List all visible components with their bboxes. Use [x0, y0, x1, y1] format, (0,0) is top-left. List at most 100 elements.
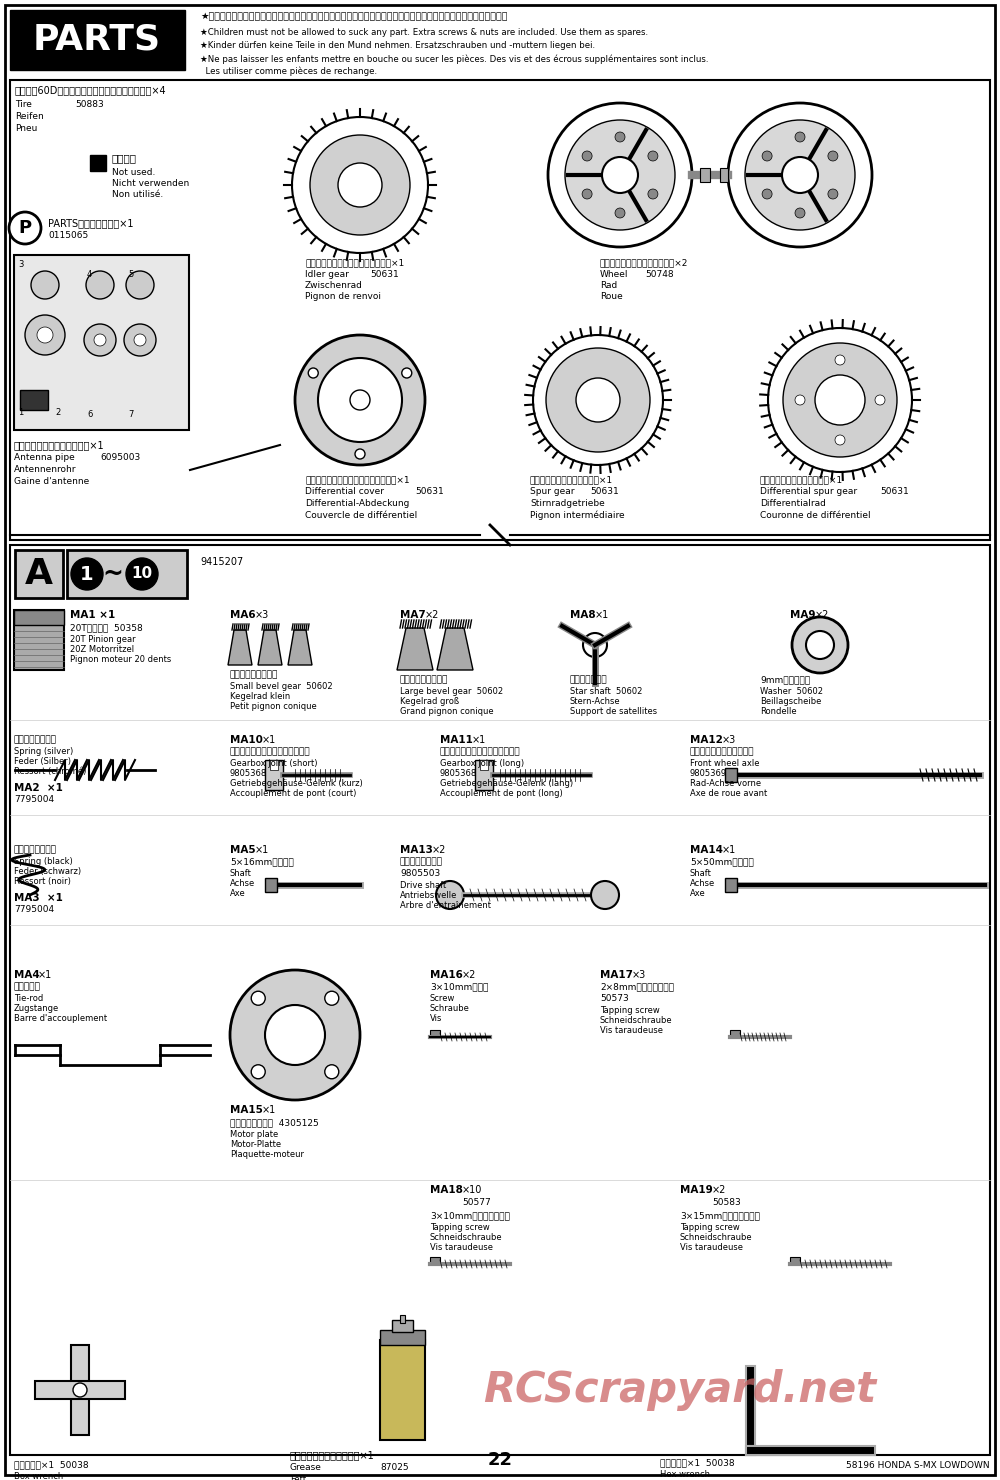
Text: 9805368: 9805368	[230, 770, 267, 778]
Text: Kegelrad klein: Kegelrad klein	[230, 693, 290, 702]
Text: Vis: Vis	[430, 1014, 442, 1023]
Bar	[14, 610, 64, 625]
Circle shape	[728, 104, 872, 247]
Text: Grease: Grease	[290, 1464, 322, 1473]
Circle shape	[325, 992, 339, 1005]
Polygon shape	[397, 628, 433, 670]
Text: グリス・・・・・・・・・×1: グリス・・・・・・・・・×1	[290, 1450, 375, 1459]
Bar	[10, 545, 990, 1455]
Text: Feder (Silber): Feder (Silber)	[14, 756, 71, 767]
Text: Idler gear: Idler gear	[305, 269, 349, 280]
Text: 3×15mmタッピングビス: 3×15mmタッピングビス	[680, 1211, 760, 1220]
Bar	[725, 878, 737, 892]
Text: Grand pignon conique: Grand pignon conique	[400, 707, 494, 716]
Text: 不要部品: 不要部品	[112, 152, 137, 163]
Text: デフキャリア・・・・・・・×1: デフキャリア・・・・・・・×1	[760, 475, 843, 484]
Bar	[430, 1257, 440, 1264]
Text: Ressort (noir): Ressort (noir)	[14, 878, 71, 887]
Text: Vis taraudeuse: Vis taraudeuse	[680, 1243, 743, 1252]
Text: Screw: Screw	[430, 995, 455, 1003]
Bar	[400, 1316, 405, 1323]
Circle shape	[126, 558, 158, 591]
Text: ×10: ×10	[462, 1185, 482, 1194]
Text: 7: 7	[128, 410, 133, 419]
Text: フロントホイールアクスル: フロントホイールアクスル	[690, 747, 755, 756]
Text: Nicht verwenden: Nicht verwenden	[112, 179, 189, 188]
Circle shape	[591, 881, 619, 909]
Text: 6: 6	[87, 410, 92, 419]
Circle shape	[548, 104, 692, 247]
Circle shape	[648, 151, 658, 161]
Text: Hex wrench: Hex wrench	[660, 1470, 710, 1479]
Text: P: P	[18, 219, 32, 237]
Text: ×2: ×2	[815, 610, 829, 620]
Text: 50883: 50883	[75, 101, 104, 110]
Text: Rad-Achse vorne: Rad-Achse vorne	[690, 778, 761, 787]
Text: Spur gear: Spur gear	[530, 487, 574, 496]
Text: 9mmワッシャー: 9mmワッシャー	[760, 675, 810, 684]
Circle shape	[350, 391, 370, 410]
Circle shape	[768, 329, 912, 472]
Circle shape	[792, 617, 848, 673]
Text: ★Children must not be allowed to suck any part. Extra screws & nuts are included: ★Children must not be allowed to suck an…	[200, 28, 648, 37]
Text: 5×16mmシャフト: 5×16mmシャフト	[230, 857, 294, 866]
Text: MA11: MA11	[440, 736, 473, 744]
Text: Kegelrad groß: Kegelrad groß	[400, 697, 459, 706]
Text: モータープレート  4305125: モータープレート 4305125	[230, 1117, 319, 1126]
Text: MA2  ×1: MA2 ×1	[14, 783, 63, 793]
Text: 50748: 50748	[645, 269, 674, 280]
Text: Accouplement de pont (court): Accouplement de pont (court)	[230, 789, 356, 798]
Text: スプリング（黒）: スプリング（黒）	[14, 845, 57, 854]
Text: MA18: MA18	[430, 1185, 463, 1194]
Text: MA13: MA13	[400, 845, 433, 855]
Text: ×3: ×3	[255, 610, 269, 620]
Text: ×1: ×1	[262, 1106, 276, 1114]
Circle shape	[25, 315, 65, 355]
Text: ×1: ×1	[595, 610, 609, 620]
Text: Les utiliser comme pièces de rechange.: Les utiliser comme pièces de rechange.	[200, 67, 377, 77]
Text: Vis taraudeuse: Vis taraudeuse	[600, 1026, 663, 1035]
Bar	[270, 761, 278, 770]
Bar	[725, 768, 737, 781]
Text: 7795004: 7795004	[14, 904, 54, 915]
Text: 58196 HONDA S-MX LOWDOWN: 58196 HONDA S-MX LOWDOWN	[846, 1461, 990, 1470]
Circle shape	[292, 117, 428, 253]
Circle shape	[436, 881, 464, 909]
Text: MA16: MA16	[430, 969, 463, 980]
Bar	[480, 761, 488, 770]
Text: MA3  ×1: MA3 ×1	[14, 892, 63, 903]
Text: Differential cover: Differential cover	[305, 487, 384, 496]
Text: Couronne de différentiel: Couronne de différentiel	[760, 511, 871, 519]
Circle shape	[783, 343, 897, 457]
Text: Getriebegehäuse-Gelenk (kurz): Getriebegehäuse-Gelenk (kurz)	[230, 778, 363, 787]
Circle shape	[582, 189, 592, 198]
Bar	[730, 1030, 740, 1037]
Text: 4: 4	[87, 269, 92, 280]
Text: 六角レンチ×1  50038: 六角レンチ×1 50038	[660, 1458, 735, 1467]
Text: 20Tピニオン  50358: 20Tピニオン 50358	[70, 623, 143, 632]
Circle shape	[795, 209, 805, 218]
Bar	[14, 255, 189, 431]
Circle shape	[875, 395, 885, 406]
Circle shape	[338, 163, 382, 207]
Text: Washer  50602: Washer 50602	[760, 687, 823, 696]
Circle shape	[795, 132, 805, 142]
Circle shape	[402, 369, 412, 377]
Text: PARTS: PARTS	[33, 24, 161, 58]
Text: 50583: 50583	[712, 1197, 741, 1208]
Circle shape	[533, 334, 663, 465]
Text: Differentialrad: Differentialrad	[760, 499, 826, 508]
Text: Large bevel gear  50602: Large bevel gear 50602	[400, 687, 503, 696]
Text: Shaft: Shaft	[690, 869, 712, 878]
Text: 87025: 87025	[380, 1464, 409, 1473]
Text: ホイール・・・・・・・・・・×2: ホイール・・・・・・・・・・×2	[600, 258, 688, 266]
Text: タイヤ（60D）・・・・・・・・・・・・・・・×4: タイヤ（60D）・・・・・・・・・・・・・・・×4	[15, 84, 167, 95]
Text: Zugstange: Zugstange	[14, 1003, 59, 1012]
Text: Non utilisé.: Non utilisé.	[112, 189, 163, 198]
Bar	[67, 551, 187, 598]
Text: Schneidschraube: Schneidschraube	[680, 1233, 753, 1242]
Text: RCScrapyard.net: RCScrapyard.net	[483, 1369, 877, 1410]
Text: Pneu: Pneu	[15, 124, 37, 133]
Circle shape	[762, 151, 772, 161]
Text: 3×10mm丸ビス: 3×10mm丸ビス	[430, 983, 488, 992]
